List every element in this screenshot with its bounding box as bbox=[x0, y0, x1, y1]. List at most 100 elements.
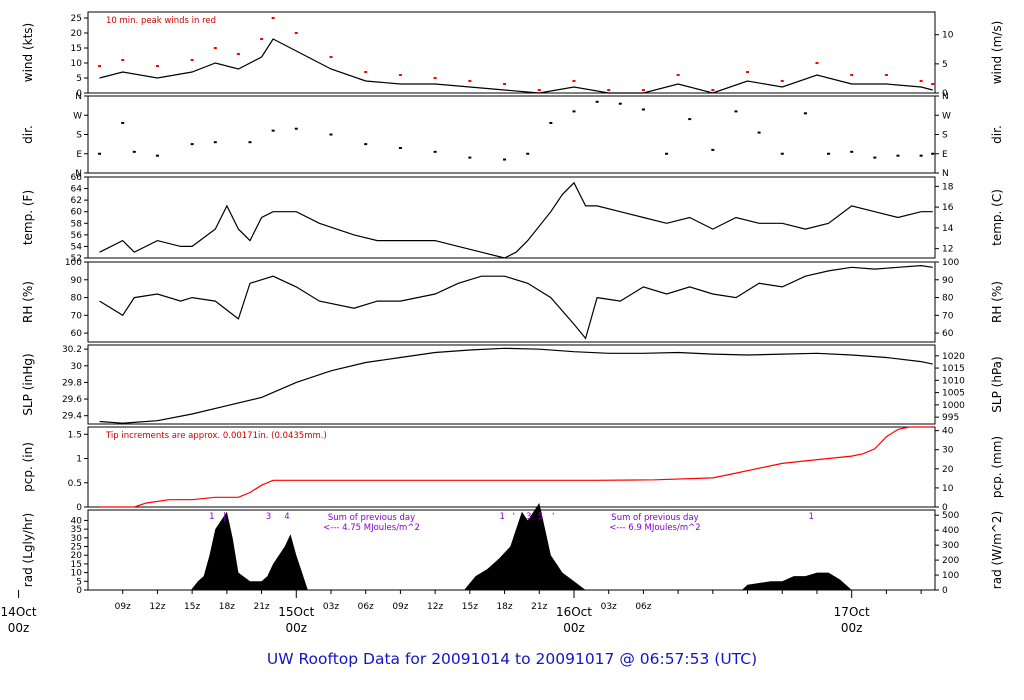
y-tick-label-dir: N bbox=[75, 169, 82, 179]
x-tick-label: 18z bbox=[496, 602, 512, 612]
data-point-dir bbox=[572, 110, 576, 113]
hour-marker-rad: 1 bbox=[808, 512, 813, 522]
data-point-wind bbox=[329, 56, 333, 58]
series-line-pcp bbox=[99, 426, 933, 508]
y-tick-label-temp: 52 bbox=[71, 254, 82, 264]
x-tick-label: 18z bbox=[219, 602, 235, 612]
data-point-dir bbox=[757, 131, 761, 134]
data-point-wind bbox=[260, 38, 264, 40]
data-point-dir bbox=[896, 154, 900, 157]
y-tick-label-temp: 64 bbox=[71, 185, 83, 195]
y-tick-label-rad: 0 bbox=[76, 586, 82, 596]
data-point-dir bbox=[595, 100, 599, 103]
data-point-wind bbox=[364, 71, 368, 73]
y2-tick-label-slp: 1005 bbox=[942, 389, 965, 399]
x-tick-label: 21z bbox=[531, 602, 547, 612]
data-point-dir bbox=[503, 158, 507, 161]
series-line-temp bbox=[99, 181, 933, 259]
x-tick-label: 03z bbox=[323, 602, 339, 612]
data-point-wind bbox=[236, 53, 240, 55]
y-tick-label-temp: 66 bbox=[71, 173, 83, 183]
y2-tick-label-rh: 70 bbox=[942, 311, 954, 321]
y-tick-label-rad: 10 bbox=[71, 569, 83, 579]
y2-tick-label-pcp: 10 bbox=[942, 484, 954, 494]
y2-tick-label-temp: 16 bbox=[942, 203, 954, 213]
y-tick-label-slp: 29.8 bbox=[62, 378, 82, 388]
y2-tick-label-rad: 200 bbox=[942, 556, 959, 566]
y-tick-label-rad: 20 bbox=[71, 551, 83, 561]
y-tick-label-temp: 54 bbox=[71, 242, 83, 252]
x-tick-label: 09z bbox=[115, 602, 131, 612]
data-point-wind bbox=[537, 89, 541, 91]
y2-tick-label-wind: 10 bbox=[942, 31, 954, 41]
data-point-wind bbox=[815, 62, 819, 64]
y2-axis-label-dir: dir. bbox=[990, 125, 1004, 144]
y2-tick-label-dir: N bbox=[942, 169, 949, 179]
y-tick-label-wind: 25 bbox=[71, 14, 82, 24]
data-point-dir bbox=[618, 102, 622, 105]
y2-tick-label-rad: 300 bbox=[942, 541, 959, 551]
y2-tick-label-pcp: 30 bbox=[942, 446, 954, 456]
y2-tick-label-pcp: 20 bbox=[942, 465, 954, 475]
y2-axis-label-temp: temp. (C) bbox=[990, 189, 1004, 246]
radiation-sum-value: <--- 6.9 MJoules/m^2 bbox=[609, 523, 700, 533]
data-point-wind bbox=[433, 77, 437, 79]
x-tick-label: 09z bbox=[392, 602, 408, 612]
day-label-hour: 00z bbox=[841, 621, 863, 635]
y-tick-label-wind: 15 bbox=[71, 44, 82, 54]
y-tick-label-rad: 25 bbox=[71, 543, 82, 553]
annotation-pcp: Tip increments are approx. 0.00171in. (0… bbox=[105, 431, 327, 441]
y-axis-label-slp: SLP (inHg) bbox=[21, 353, 35, 415]
data-point-dir bbox=[132, 150, 136, 153]
radiation-sum-note: Sum of previous day bbox=[611, 513, 698, 523]
y-tick-label-wind: 0 bbox=[76, 89, 82, 99]
data-point-wind bbox=[884, 74, 888, 76]
y2-tick-label-pcp: 0 bbox=[942, 503, 948, 513]
y2-tick-label-dir: S bbox=[942, 131, 948, 141]
y2-tick-label-rh: 90 bbox=[942, 276, 954, 286]
data-point-dir bbox=[248, 141, 252, 144]
y2-tick-label-temp: 12 bbox=[942, 245, 953, 255]
data-point-wind bbox=[572, 80, 576, 82]
y2-tick-label-temp: 18 bbox=[942, 182, 954, 192]
y-axis-label-pcp: pcp. (in) bbox=[21, 442, 35, 492]
day-label-date: 14Oct bbox=[1, 605, 37, 619]
x-tick-label: 15z bbox=[462, 602, 478, 612]
y-tick-label-dir: N bbox=[75, 92, 82, 102]
day-label-hour: 00z bbox=[563, 621, 585, 635]
data-point-dir bbox=[688, 118, 692, 121]
series-line-slp bbox=[99, 347, 933, 424]
hour-marker-rad: 5 bbox=[538, 512, 543, 522]
data-point-dir bbox=[155, 154, 159, 157]
data-point-dir bbox=[780, 152, 784, 155]
data-point-wind bbox=[711, 89, 715, 91]
data-point-dir bbox=[398, 146, 402, 149]
data-point-dir bbox=[213, 141, 217, 144]
data-point-dir bbox=[665, 152, 669, 155]
y-tick-label-rh: 70 bbox=[71, 311, 83, 321]
y2-tick-label-dir: W bbox=[942, 111, 951, 121]
data-point-wind bbox=[676, 74, 680, 76]
data-point-dir bbox=[803, 112, 807, 115]
data-point-wind bbox=[294, 32, 298, 34]
panel-frame-rh bbox=[87, 261, 936, 343]
hour-marker-rad: ' bbox=[513, 512, 515, 522]
y-tick-label-rh: 80 bbox=[71, 294, 83, 304]
y-tick-label-rad: 35 bbox=[71, 525, 82, 535]
x-tick-label: 12z bbox=[149, 602, 165, 612]
data-point-wind bbox=[213, 47, 217, 49]
panel-frame-wind bbox=[87, 11, 936, 94]
data-point-dir bbox=[121, 121, 125, 124]
data-point-dir bbox=[468, 156, 472, 159]
x-tick-label: 06z bbox=[358, 602, 374, 612]
series-line-wind bbox=[99, 38, 933, 94]
y-axis-label-wind: wind (kts) bbox=[21, 23, 35, 82]
y2-tick-label-slp: 1020 bbox=[942, 352, 965, 362]
data-point-dir bbox=[873, 156, 877, 159]
y-tick-label-slp: 29.4 bbox=[62, 412, 82, 422]
data-point-wind bbox=[641, 89, 645, 91]
data-point-dir bbox=[919, 154, 923, 157]
x-tick-label: 12z bbox=[427, 602, 443, 612]
y-axis-label-temp: temp. (F) bbox=[21, 190, 35, 245]
